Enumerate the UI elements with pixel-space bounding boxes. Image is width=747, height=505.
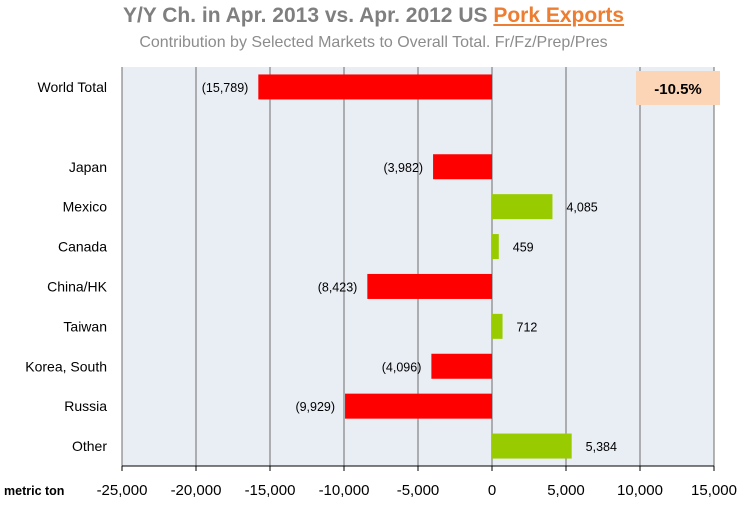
chart-title: Y/Y Ch. in Apr. 2013 vs. Apr. 2012 US Po… <box>0 4 747 28</box>
category-label-2: Japan <box>69 159 107 175</box>
tick-label-4: -5,000 <box>397 482 440 499</box>
chart-subtitle: Contribution by Selected Markets to Over… <box>139 34 608 51</box>
category-label-3: Mexico <box>63 199 108 215</box>
title-prefix: Y/Y Ch. in Apr. 2013 vs. Apr. 2012 US <box>122 4 494 27</box>
data-label-7: (4,096) <box>382 360 422 374</box>
bar-5 <box>367 273 492 299</box>
category-label-0: World Total <box>37 79 107 95</box>
category-label-7: Korea, South <box>25 358 107 374</box>
bar-8 <box>345 393 492 419</box>
tick-label-7: 10,000 <box>617 482 663 499</box>
tick-label-1: -20,000 <box>171 482 222 499</box>
callout-box <box>636 71 720 105</box>
axis-unit-label: metric ton <box>4 484 64 498</box>
category-label-4: Canada <box>58 239 107 255</box>
bar-6 <box>492 313 503 339</box>
data-label-4: 459 <box>513 241 534 255</box>
data-label-2: (3,982) <box>383 161 423 175</box>
tick-label-2: -15,000 <box>245 482 296 499</box>
data-label-5: (8,423) <box>318 280 358 294</box>
data-label-0: (15,789) <box>202 81 249 95</box>
bar-0 <box>258 74 492 100</box>
tick-label-8: 15,000 <box>691 482 737 499</box>
category-label-6: Taiwan <box>63 318 107 334</box>
bar-9 <box>492 433 572 459</box>
data-label-3: 4,085 <box>566 201 597 215</box>
callout-value: -10.5% <box>654 81 702 98</box>
tick-label-6: 5,000 <box>547 482 585 499</box>
bar-7 <box>431 353 492 379</box>
data-label-6: 712 <box>517 320 538 334</box>
tick-label-3: -10,000 <box>319 482 370 499</box>
category-label-8: Russia <box>64 398 107 414</box>
tick-label-0: -25,000 <box>97 482 148 499</box>
title-highlight: Pork Exports <box>493 4 625 27</box>
bar-2 <box>433 154 492 180</box>
data-label-9: 5,384 <box>586 440 617 454</box>
tick-label-5: 0 <box>488 482 496 499</box>
bar-3 <box>492 194 553 220</box>
bar-4 <box>492 234 499 260</box>
category-label-9: Other <box>72 438 107 454</box>
data-label-8: (9,929) <box>295 400 335 414</box>
category-label-5: China/HK <box>47 278 108 294</box>
